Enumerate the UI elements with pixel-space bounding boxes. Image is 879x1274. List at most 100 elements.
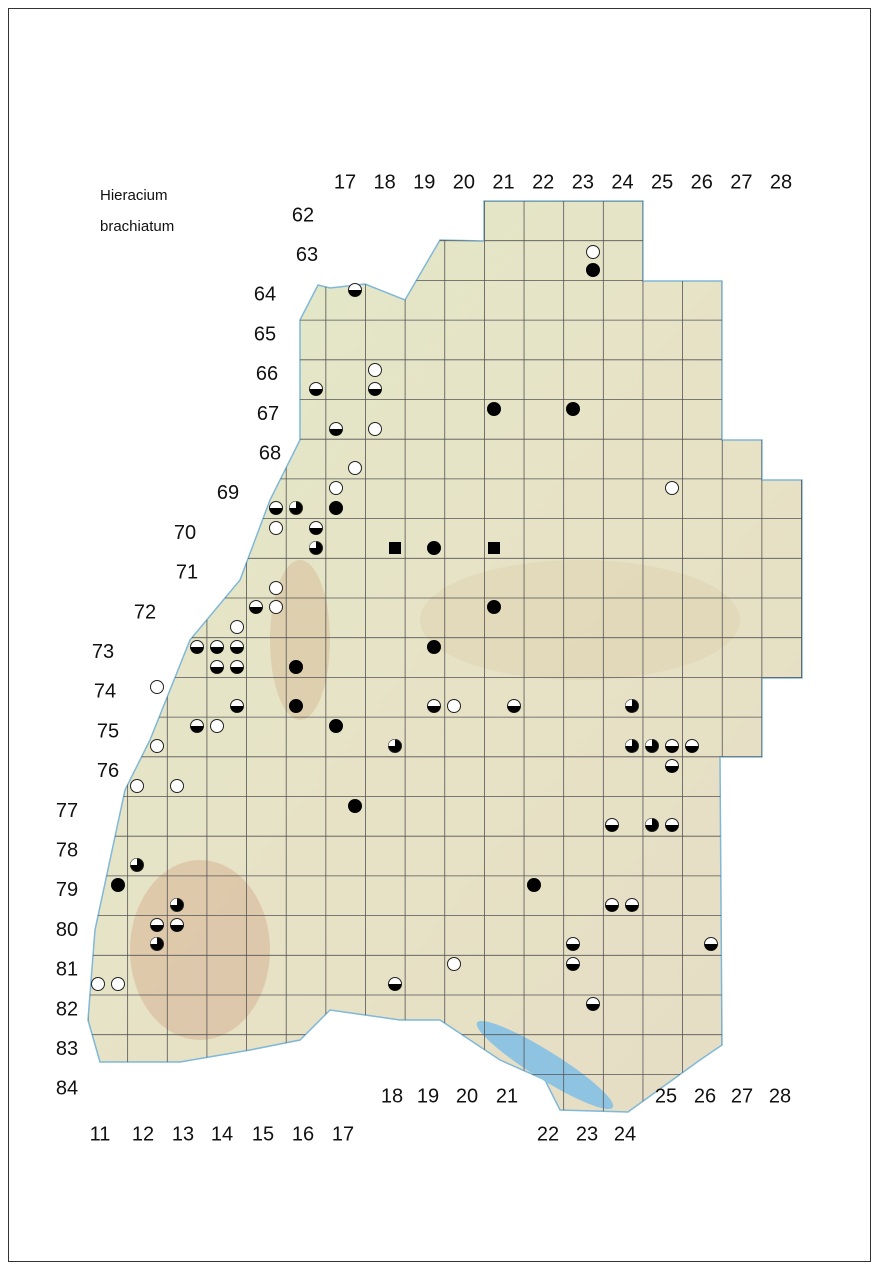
quarter-symbol-gap <box>150 937 157 944</box>
grid-label: 67 <box>257 403 279 425</box>
grid-label: 63 <box>296 244 318 266</box>
grid-label: 78 <box>56 839 78 861</box>
open-symbol <box>150 680 164 694</box>
markers <box>91 245 718 1011</box>
grid-label: 24 <box>614 1123 636 1145</box>
half-symbol-fill <box>170 925 184 932</box>
grid-label: 26 <box>691 171 713 193</box>
grid-label: 65 <box>254 323 276 345</box>
half-symbol-fill <box>566 964 580 971</box>
filled-symbol <box>111 878 125 892</box>
open-symbol <box>210 719 224 733</box>
half-symbol-fill <box>309 528 323 535</box>
grid-label: 12 <box>132 1123 154 1145</box>
filled-symbol <box>487 600 501 614</box>
grid-label: 74 <box>94 681 116 703</box>
half-symbol-fill <box>309 389 323 396</box>
half-symbol-fill <box>566 944 580 951</box>
grid-label: 83 <box>56 1038 78 1060</box>
grid-label: 69 <box>217 482 239 504</box>
filled-symbol <box>329 501 343 515</box>
grid-label: 75 <box>97 720 119 742</box>
grid-label: 20 <box>453 171 475 193</box>
half-symbol-fill <box>269 508 283 515</box>
half-symbol-fill <box>605 905 619 912</box>
grid-label: 21 <box>492 171 514 193</box>
filled-symbol <box>427 640 441 654</box>
grid-label: 70 <box>174 522 196 544</box>
half-symbol-fill <box>704 944 718 951</box>
grid-label: 84 <box>56 1078 78 1100</box>
half-symbol-fill <box>605 825 619 832</box>
filled-symbol <box>289 699 303 713</box>
grid-label: 16 <box>292 1123 314 1145</box>
grid-label: 25 <box>651 171 673 193</box>
grid-label: 71 <box>176 562 198 584</box>
half-symbol-fill <box>507 706 521 713</box>
grid-label: 79 <box>56 879 78 901</box>
half-symbol-fill <box>665 825 679 832</box>
legend-box <box>80 145 292 315</box>
grid-label: 73 <box>92 641 114 663</box>
grid-label: 14 <box>211 1123 233 1145</box>
grid-label: 25 <box>655 1085 677 1107</box>
grid-label: 15 <box>252 1123 274 1145</box>
open-symbol <box>586 245 600 259</box>
open-symbol <box>368 363 382 377</box>
square-symbol <box>488 542 500 554</box>
open-symbol <box>130 779 144 793</box>
open-symbol <box>447 957 461 971</box>
half-symbol-fill <box>368 389 382 396</box>
legend-line: brachiatum <box>100 218 174 235</box>
half-symbol-fill <box>210 667 224 674</box>
quarter-symbol-gap <box>289 501 296 508</box>
filled-symbol <box>348 799 362 813</box>
filled-symbol <box>289 660 303 674</box>
lake <box>476 1020 614 1110</box>
quarter-symbol-gap <box>130 858 137 865</box>
grid-label: 22 <box>532 171 554 193</box>
grid-label: 13 <box>172 1123 194 1145</box>
open-symbol <box>111 977 125 991</box>
filled-symbol <box>527 878 541 892</box>
half-symbol-fill <box>210 647 224 654</box>
filled-symbol <box>586 263 600 277</box>
half-symbol-fill <box>230 647 244 654</box>
grid-label: 22 <box>537 1123 559 1145</box>
grid-label: 18 <box>381 1085 403 1107</box>
half-symbol-fill <box>230 706 244 713</box>
grid-label: 21 <box>496 1085 518 1107</box>
half-symbol-fill <box>230 667 244 674</box>
half-symbol-fill <box>427 706 441 713</box>
half-symbol-fill <box>388 984 402 991</box>
quarter-symbol-gap <box>625 739 632 746</box>
quarter-symbol-gap <box>645 739 652 746</box>
grid-label: 80 <box>56 919 78 941</box>
half-symbol-fill <box>665 746 679 753</box>
quarter-symbol-gap <box>388 739 395 746</box>
open-symbol <box>91 977 105 991</box>
grid-label: 82 <box>56 998 78 1020</box>
grid-label: 23 <box>576 1123 598 1145</box>
half-symbol-fill <box>150 925 164 932</box>
grid-label: 20 <box>456 1085 478 1107</box>
grid-label: 27 <box>731 1085 753 1107</box>
quarter-symbol-gap <box>309 541 316 548</box>
grid-label: 81 <box>56 959 78 981</box>
grid-label: 72 <box>134 601 156 623</box>
open-symbol <box>368 422 382 436</box>
header-strip <box>330 160 820 195</box>
open-symbol <box>170 779 184 793</box>
open-symbol <box>269 600 283 614</box>
grid-label: 24 <box>611 171 633 193</box>
grid-label: 64 <box>254 284 276 306</box>
grid-label: 68 <box>259 442 281 464</box>
grid-label: 17 <box>334 171 356 193</box>
grid-label: 62 <box>292 204 314 226</box>
quarter-symbol-gap <box>645 818 652 825</box>
filled-symbol <box>566 402 580 416</box>
open-symbol <box>447 699 461 713</box>
grid-label: 77 <box>56 800 78 822</box>
grid-label: 11 <box>90 1123 111 1145</box>
